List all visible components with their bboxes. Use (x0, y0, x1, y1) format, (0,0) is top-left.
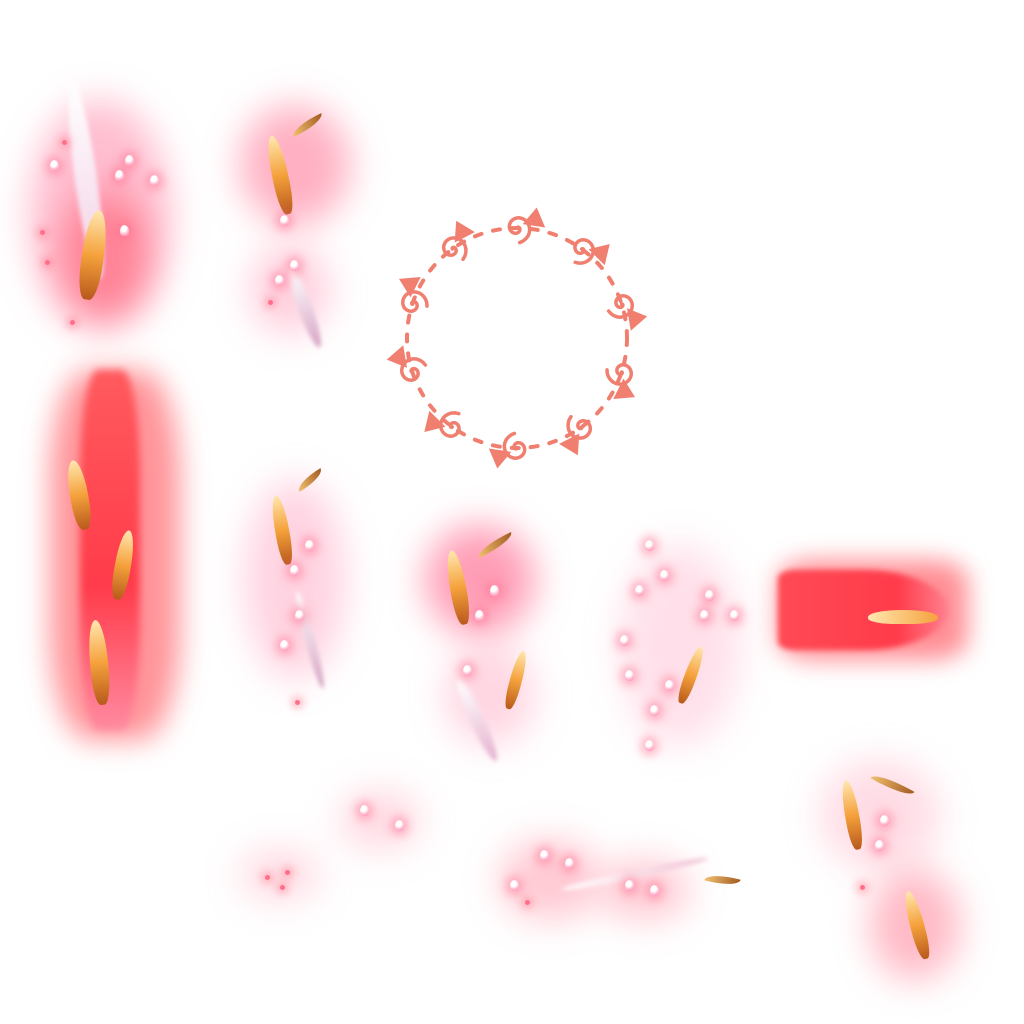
petal (645, 740, 654, 751)
petal (463, 665, 472, 676)
petal (290, 565, 299, 576)
ember (860, 885, 865, 890)
flame-spike (588, 244, 610, 266)
petal (120, 225, 129, 236)
pink-glow (250, 245, 330, 335)
flame-spike (559, 433, 580, 456)
petal-drift (490, 820, 760, 940)
swirl-motif (606, 294, 635, 319)
ember (280, 885, 285, 890)
petal (295, 610, 304, 621)
petal (565, 858, 574, 869)
petal-specks (240, 790, 440, 910)
petal (540, 850, 549, 861)
petal (625, 880, 634, 891)
slash-frame-4 (405, 515, 565, 765)
petal (620, 635, 629, 646)
petal (150, 175, 159, 186)
petal (625, 670, 634, 681)
ember (268, 300, 273, 305)
petal (635, 585, 644, 596)
swirl-motif (401, 290, 429, 313)
ember (295, 700, 300, 705)
petal (645, 540, 654, 551)
ember (285, 870, 290, 875)
pink-glow (240, 850, 320, 900)
petal (705, 590, 714, 601)
red-glow (60, 190, 150, 320)
flame-spike (613, 378, 635, 399)
ember (70, 320, 75, 325)
petal (115, 170, 124, 181)
gold-flame-blade (868, 610, 938, 624)
flame-column (40, 370, 190, 750)
petal (290, 260, 299, 271)
swirl-motif (399, 357, 428, 382)
swirl-motif (502, 431, 527, 460)
flame-spike (627, 308, 648, 331)
horizontal-flame (778, 540, 978, 670)
swirl-motif (438, 411, 461, 438)
ember (265, 875, 270, 880)
swirl-motif (566, 414, 593, 440)
petal (875, 840, 884, 851)
ember (40, 230, 45, 235)
swirl-motif (605, 363, 633, 386)
petal (650, 705, 659, 716)
petal (510, 880, 519, 891)
ember (525, 900, 530, 905)
petal-burst (600, 525, 760, 765)
petal (880, 815, 889, 826)
petal (475, 610, 484, 621)
petal (490, 585, 499, 596)
red-flame-stream (778, 570, 948, 650)
flame-spike (454, 220, 475, 243)
petal (665, 680, 674, 691)
flame-spike (488, 448, 512, 469)
slash-frame-3 (235, 460, 370, 710)
petal (125, 155, 134, 166)
pink-glow (240, 105, 350, 225)
swirl-motif (507, 216, 532, 245)
petal (360, 805, 369, 816)
petal (305, 540, 314, 551)
petal (730, 610, 739, 621)
petal (280, 640, 289, 651)
slash-frame-2 (220, 95, 370, 355)
petal (275, 275, 284, 286)
petal (650, 885, 659, 896)
pink-glow (340, 790, 420, 850)
petal (700, 610, 709, 621)
pink-glow (620, 545, 740, 745)
petal (50, 160, 59, 171)
swirl-motif (573, 238, 596, 265)
swirl-ring-art (386, 207, 648, 469)
petal (660, 570, 669, 581)
brown-leaf (704, 870, 741, 890)
ember (45, 260, 50, 265)
slash-frame-1 (20, 70, 190, 350)
petal (395, 820, 404, 831)
flame-spike (399, 277, 421, 298)
flame-spike (424, 410, 446, 432)
slash-frame-5 (810, 750, 970, 980)
pink-glow (245, 480, 345, 680)
swirl-motif (441, 236, 468, 262)
petal (280, 215, 289, 226)
ember (62, 140, 67, 145)
flame-spike (522, 207, 546, 228)
swirl-ring (375, 200, 660, 485)
flame-spike (386, 345, 407, 368)
